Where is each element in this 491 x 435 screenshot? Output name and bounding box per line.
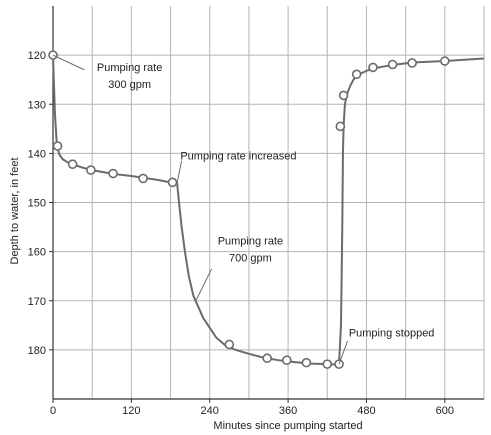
data-point — [322, 359, 333, 369]
y-tick-label: 150 — [28, 198, 46, 210]
x-axis-label: Minutes since pumping started — [213, 420, 362, 432]
data-point — [281, 355, 292, 365]
data-point — [86, 165, 96, 175]
tick-labels: 0 120 240 360 480 600 120 130 140 150 160 170 180 — [28, 50, 454, 417]
data-point — [407, 58, 417, 68]
data-point — [167, 177, 178, 188]
data-point — [368, 62, 378, 73]
x-tick-label: 240 — [201, 405, 219, 417]
x-tick-label: 480 — [357, 405, 375, 417]
data-point — [138, 173, 148, 184]
annotation-text: 300 gpm — [108, 79, 151, 91]
annotation-leader — [176, 160, 183, 183]
annotation-leader — [194, 268, 213, 302]
grid — [52, 6, 485, 399]
data-point — [351, 69, 362, 80]
depth-curve — [52, 55, 485, 366]
y-tick-label: 180 — [28, 345, 46, 357]
annotation-text: Pumping rate — [218, 235, 283, 247]
annotations: Pumping rate 300 gpm Pumping rate increase… — [52, 54, 435, 365]
data-point — [52, 141, 63, 151]
annotation-text: Pumping rate increased — [180, 150, 296, 162]
data-point — [224, 339, 235, 350]
y-tick-label: 170 — [28, 296, 46, 308]
x-tick-label: 120 — [122, 405, 140, 417]
data-series — [48, 50, 485, 369]
data-point — [338, 90, 349, 101]
data-point — [108, 168, 118, 179]
annotation-leader — [52, 54, 85, 71]
data-point — [67, 159, 78, 169]
annotation-text: 700 gpm — [229, 252, 272, 264]
annotation-leader — [338, 340, 348, 365]
x-tick-label: 0 — [50, 405, 56, 417]
x-tick-label: 600 — [436, 405, 454, 417]
y-axis-label: Depth to water, in feet — [9, 157, 21, 264]
annotation-text: Pumping rate — [97, 62, 162, 74]
y-tick-label: 130 — [28, 99, 46, 111]
annotation-text: Pumping stopped — [349, 328, 435, 340]
data-point — [301, 357, 312, 368]
x-tick-label: 360 — [279, 405, 297, 417]
y-tick-label: 160 — [28, 247, 46, 259]
data-point — [262, 353, 272, 364]
y-tick-label: 120 — [28, 50, 46, 62]
data-point — [387, 59, 398, 70]
data-point — [440, 56, 450, 66]
y-tick-label: 140 — [28, 148, 46, 160]
data-point — [335, 121, 346, 132]
